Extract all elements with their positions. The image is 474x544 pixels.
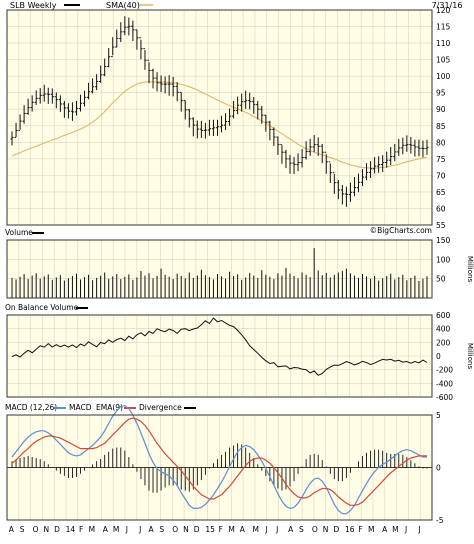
volume-title: Volume <box>5 228 33 237</box>
x-tick-label: D <box>333 525 339 534</box>
y-tick-label: 120 <box>436 6 451 15</box>
y-tick-label: 65 <box>436 188 446 197</box>
y-tick-label: 0 <box>436 352 441 361</box>
y-tick-label: 400 <box>436 325 451 334</box>
price-bars <box>10 16 429 207</box>
obv-units: Millions <box>466 343 474 370</box>
x-tick-label: M <box>392 525 398 534</box>
x-tick-label: J <box>275 525 278 534</box>
y-tick-label: -600 <box>436 393 453 402</box>
x-tick-label: A <box>148 525 154 534</box>
ema-line <box>11 417 427 506</box>
x-tick-label: 14 <box>66 525 76 534</box>
x-axis: A S O N D 14 F M A M J J A S O N D 15 F M A M J J A S O N D 16 F M A M J J <box>9 525 421 534</box>
y-tick-label: 75 <box>436 155 446 164</box>
y-tick-label: 70 <box>436 171 446 180</box>
symbol-label: SLB Weekly <box>10 1 57 10</box>
price-grid <box>7 9 432 226</box>
x-tick-label: S <box>299 525 304 534</box>
x-tick-label: N <box>183 525 189 534</box>
macd-panel-border <box>6 414 433 521</box>
x-tick-label: M <box>113 525 119 534</box>
divergence-label: Divergence <box>139 403 182 412</box>
price-panel: 55 60 65 70 75 80 85 90 95 100 105 110 115 120 SLB We… <box>6 1 463 235</box>
price-y-axis: 55 60 65 70 75 80 85 90 95 100 105 110 115 120 <box>436 6 451 230</box>
macd-ema-label: MACD <box>69 403 92 412</box>
x-tick-label: A <box>9 525 15 534</box>
volume-y-axis: 50 100 150 <box>436 236 451 284</box>
macd-panel: MACD (12,26) MACD EMA(9) Divergence -5 0 5 <box>5 403 444 525</box>
x-tick-label: F <box>219 525 223 534</box>
x-tick-label: J <box>417 525 420 534</box>
x-tick-label: O <box>172 525 178 534</box>
chart-date: 7/31/16 <box>432 1 463 10</box>
y-tick-label: -200 <box>436 366 453 375</box>
x-tick-label: D <box>54 525 60 534</box>
y-tick-label: -5 <box>436 516 444 525</box>
y-tick-label: 200 <box>436 338 451 347</box>
x-tick-label: O <box>312 525 318 534</box>
x-tick-label: M <box>89 525 95 534</box>
y-tick-label: 105 <box>436 56 451 65</box>
y-tick-label: 50 <box>436 275 446 284</box>
x-tick-label: J <box>138 525 141 534</box>
volume-units: Millions <box>466 256 474 283</box>
y-tick-label: 60 <box>436 204 446 213</box>
x-tick-label: F <box>79 525 83 534</box>
macd-ema-period-label: EMA(9) <box>96 403 123 412</box>
volume-panel-border <box>6 239 433 299</box>
x-tick-label: S <box>159 525 164 534</box>
volume-grid <box>7 239 432 298</box>
x-tick-label: 15 <box>205 525 215 534</box>
x-tick-label: S <box>20 525 25 534</box>
x-tick-label: J <box>404 525 407 534</box>
price-panel-border <box>6 9 433 226</box>
x-tick-label: D <box>194 525 200 534</box>
x-tick-label: M <box>368 525 374 534</box>
x-tick-label: A <box>240 525 246 534</box>
y-tick-label: 80 <box>436 138 446 147</box>
x-tick-label: J <box>125 525 128 534</box>
y-tick-label: 110 <box>436 39 451 48</box>
obv-title: On Balance Volume <box>5 303 79 312</box>
y-tick-label: 5 <box>436 411 441 420</box>
y-tick-label: 95 <box>436 89 446 98</box>
volume-panel: Volume 50 100 150 Millions <box>5 228 474 299</box>
obv-line <box>11 317 428 376</box>
x-tick-label: A <box>382 525 388 534</box>
divergence-bars <box>11 443 428 493</box>
x-tick-label: 16 <box>345 525 355 534</box>
macd-y-axis: -5 0 5 <box>436 411 444 525</box>
x-tick-label: N <box>323 525 329 534</box>
x-tick-label: O <box>33 525 39 534</box>
y-tick-label: -400 <box>436 379 453 388</box>
macd-title: MACD (12,26) <box>5 403 57 412</box>
y-tick-label: 100 <box>436 255 451 264</box>
y-tick-label: 0 <box>436 464 441 473</box>
watermark: ©BigCharts.com <box>370 226 432 235</box>
x-tick-label: F <box>358 525 362 534</box>
sma-line <box>11 81 428 169</box>
y-tick-label: 85 <box>436 122 446 131</box>
y-tick-label: 600 <box>436 311 451 320</box>
x-tick-label: M <box>253 525 259 534</box>
volume-bars <box>11 248 428 298</box>
y-tick-label: 150 <box>436 236 451 245</box>
sma-label: SMA(40) <box>106 1 140 10</box>
obv-panel-border <box>6 314 433 398</box>
obv-y-axis: -600 -400 -200 0 200 400 600 <box>436 311 453 402</box>
x-tick-label: A <box>103 525 109 534</box>
x-tick-label: N <box>43 525 49 534</box>
y-tick-label: 55 <box>436 221 446 230</box>
y-tick-label: 90 <box>436 105 446 114</box>
y-tick-label: 100 <box>436 72 451 81</box>
y-tick-label: 115 <box>436 23 451 32</box>
macd-line <box>11 404 427 515</box>
x-tick-label: M <box>228 525 234 534</box>
x-tick-label: J <box>264 525 267 534</box>
x-tick-label: A <box>288 525 294 534</box>
obv-panel: On Balance Volume -600 -400 -200 0 200 400 600… <box>5 303 474 402</box>
